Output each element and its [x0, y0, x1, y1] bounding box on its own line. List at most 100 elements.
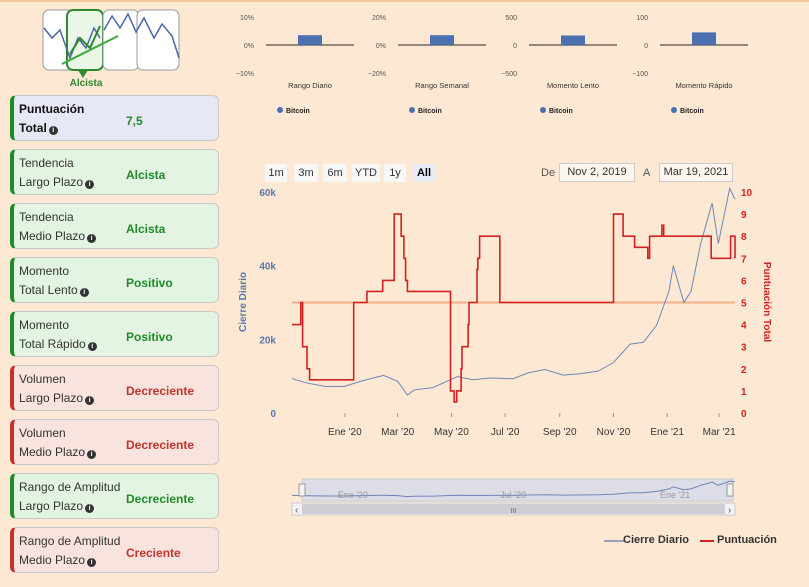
- info-icon[interactable]: i: [85, 504, 95, 513]
- main-chart[interactable]: 0 20k 40k 60k 0 1 2 3 4 5 6 7 8 9 10 Cierre Diario Puntu…: [230, 182, 790, 527]
- card-title: Puntuación: [19, 102, 85, 116]
- y-tick-label: −10%: [236, 71, 254, 78]
- card-value: 7,5: [126, 114, 143, 128]
- mini-chart-rango-semanal: 20% 0% −20% Rango Semanal Bitcoin: [368, 15, 486, 115]
- info-icon[interactable]: i: [85, 396, 95, 405]
- info-icon[interactable]: i: [87, 450, 97, 459]
- legend-score-label[interactable]: Puntuación: [717, 534, 777, 546]
- legend-label: Bitcoin: [286, 108, 310, 115]
- y-tick-label: −500: [501, 71, 517, 78]
- score-line: [292, 213, 736, 403]
- card-title: Volumen: [19, 426, 66, 440]
- mini-chart-momento-rapido: 100 0 −100 Momento Rápido Bitcoin: [632, 15, 748, 115]
- card-value: Decreciente: [126, 384, 195, 398]
- card-value: Decreciente: [126, 492, 195, 506]
- legend-label: Bitcoin: [549, 108, 573, 115]
- scrollbar-thumb: [302, 504, 725, 514]
- card-title: Rango de Amplitud: [19, 480, 121, 494]
- navigator-handle-right: [726, 483, 734, 497]
- indicator-card: Momento Total Lento i Positivo: [10, 257, 219, 303]
- indicator-card: Puntuación Total i 7,5: [10, 95, 219, 141]
- legend-price-label[interactable]: Cierre Diario: [623, 534, 690, 546]
- x-tick-label: Nov '20: [597, 427, 631, 438]
- card-subtitle: Total Lento i: [19, 283, 89, 297]
- card-value: Alcista: [126, 168, 166, 182]
- info-icon[interactable]: i: [87, 234, 97, 243]
- range-button[interactable]: YTD: [352, 164, 380, 182]
- y-tick-label: 20k: [259, 335, 276, 346]
- x-tick-label: Sep '20: [543, 427, 577, 438]
- x-axis-label: Rango Semanal: [415, 81, 469, 90]
- x-tick-label: Ene '21: [650, 427, 684, 438]
- card-value: Creciente: [126, 546, 181, 560]
- legend-dot: [409, 107, 415, 113]
- info-icon[interactable]: i: [79, 288, 89, 297]
- bar: [430, 35, 454, 45]
- y-tick-label: −100: [632, 71, 648, 78]
- legend-dot: [277, 107, 283, 113]
- y-tick-label: 0: [513, 43, 517, 50]
- y2-tick-label: 3: [741, 343, 747, 354]
- top-border: [0, 0, 809, 2]
- to-date-input[interactable]: Mar 19, 2021: [659, 163, 733, 182]
- to-label: A: [643, 167, 651, 179]
- mini-chart-momento-lento: 500 0 −500 Momento Lento Bitcoin: [501, 15, 617, 115]
- card-subtitle: Largo Plazo i: [19, 175, 95, 189]
- y2-tick-label: 7: [741, 254, 747, 265]
- card-title: Tendencia: [19, 156, 74, 170]
- y2-tick-label: 8: [741, 232, 747, 243]
- card-value: Positivo: [126, 330, 173, 344]
- navigator-handle-left: [298, 483, 306, 497]
- legend-dot: [540, 107, 546, 113]
- card-value: Decreciente: [126, 438, 195, 452]
- y-tick-label: 0: [270, 409, 276, 420]
- info-icon[interactable]: i: [87, 558, 97, 567]
- bar: [561, 35, 585, 45]
- x-axis-label: Momento Rápido: [675, 81, 732, 90]
- card-title: Momento: [19, 318, 70, 332]
- from-date-input[interactable]: Nov 2, 2019: [559, 163, 635, 182]
- range-button[interactable]: All: [413, 164, 435, 182]
- y2-tick-label: 2: [741, 365, 747, 376]
- y2-tick-label: 9: [741, 210, 747, 221]
- navigator-label: Ene '21: [660, 490, 690, 500]
- indicator-card: Tendencia Medio Plazo i Alcista: [10, 203, 219, 249]
- y-axis-title: Cierre Diario: [238, 272, 249, 332]
- x-tick-label: Mar '21: [703, 427, 736, 438]
- range-button[interactable]: 1m: [265, 164, 287, 182]
- scroll-grip: III: [511, 508, 517, 515]
- navigator-label: Jul '20: [500, 490, 526, 500]
- y2-tick-label: 10: [741, 188, 753, 199]
- navigator-line: [291, 480, 736, 498]
- card-subtitle: Total Rápido i: [19, 337, 97, 351]
- y2-tick-label: 4: [741, 321, 747, 332]
- x-tick-label: Mar '20: [381, 427, 414, 438]
- y-tick-label: 0%: [376, 43, 386, 50]
- scroll-right-arrow: ›: [728, 505, 731, 516]
- range-button[interactable]: 6m: [323, 164, 347, 182]
- y2-axis-title: Puntuación Total: [761, 262, 772, 343]
- bar: [692, 32, 716, 45]
- range-button[interactable]: 1y: [384, 164, 406, 182]
- card-subtitle: Total i: [19, 121, 58, 135]
- navigator-label: Ene '20: [338, 490, 368, 500]
- legend-label: Bitcoin: [680, 108, 704, 115]
- indicator-card: Momento Total Rápido i Positivo: [10, 311, 219, 357]
- info-icon[interactable]: i: [87, 342, 97, 351]
- indicator-card: Volumen Medio Plazo i Decreciente: [10, 419, 219, 465]
- card-subtitle: Largo Plazo i: [19, 391, 95, 405]
- x-tick-label: Ene '20: [328, 427, 362, 438]
- y-tick-label: 100: [636, 15, 648, 22]
- info-icon[interactable]: i: [85, 180, 95, 189]
- range-button[interactable]: 3m: [294, 164, 318, 182]
- y-tick-label: 500: [505, 15, 517, 22]
- x-tick-label: Jul '20: [491, 427, 520, 438]
- trend-logo-icon: [42, 9, 180, 78]
- card-title: Rango de Amplitud: [19, 534, 121, 548]
- card-title: Momento: [19, 264, 70, 278]
- indicator-card: Rango de Amplitud Largo Plazo i Decreciente: [10, 473, 219, 519]
- info-icon[interactable]: i: [48, 126, 58, 135]
- y-tick-label: 0%: [244, 43, 254, 50]
- y2-tick-label: 1: [741, 387, 747, 398]
- y-tick-label: 10%: [240, 15, 254, 22]
